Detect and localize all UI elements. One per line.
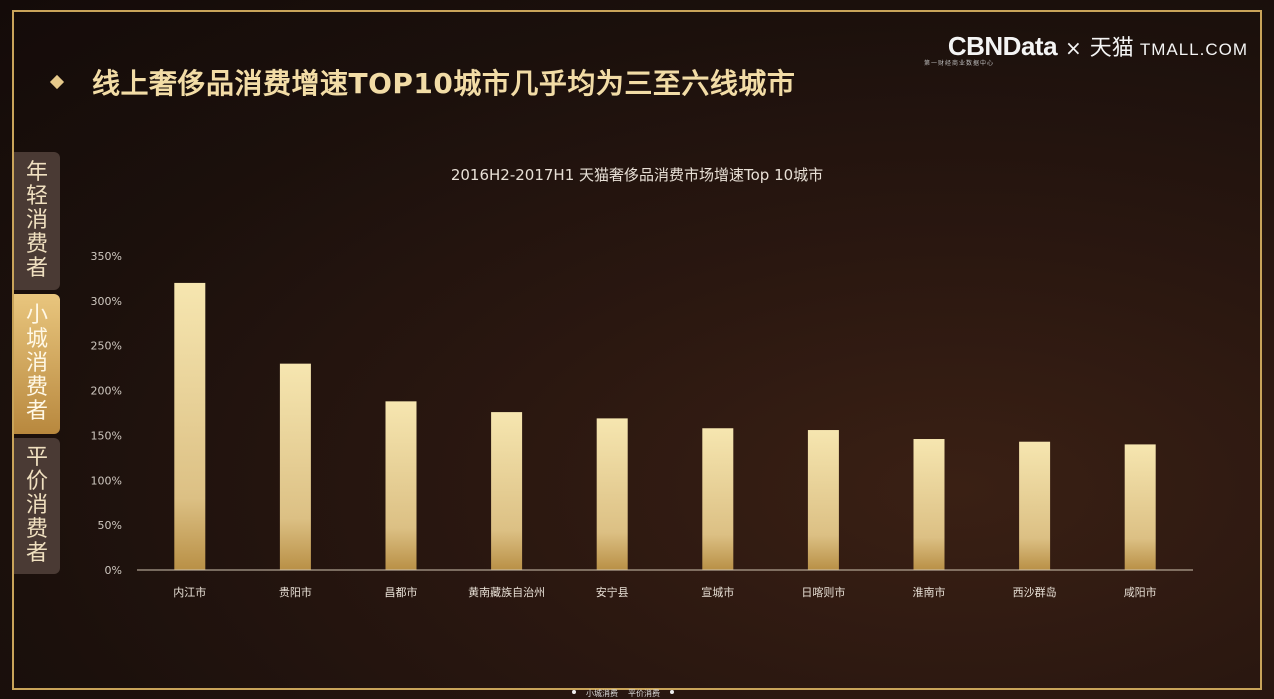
footer-dot-icon — [572, 690, 576, 694]
bar — [807, 430, 839, 570]
tab-small-city-consumers[interactable]: 小城消费者 — [14, 294, 60, 434]
x-tick-label: 宣城市 — [701, 585, 734, 599]
page-title: 线上奢侈品消费增速TOP10城市几乎均为三至六线城市 — [92, 67, 796, 100]
tab-char: 消 — [25, 351, 48, 376]
y-tick-label: 300% — [91, 295, 122, 308]
x-tick-label: 西沙群岛 — [1013, 585, 1057, 599]
y-tick-label: 100% — [91, 474, 122, 487]
chart-title: 2016H2-2017H1 天猫奢侈品消费市场增速Top 10城市 — [450, 166, 824, 184]
tab-char: 消 — [25, 208, 48, 233]
title-row: 线上奢侈品消费增速TOP10城市几乎均为三至六线城市 — [49, 62, 796, 102]
slide-frame — [12, 10, 1262, 690]
brand-tianmao: 天猫 — [1089, 36, 1134, 61]
tab-char: 小 — [25, 303, 48, 328]
tab-char: 价 — [25, 469, 48, 494]
tab-char: 年 — [25, 160, 48, 185]
y-tick-label: 50% — [98, 519, 122, 532]
bar — [913, 439, 945, 570]
brand-cbndata: CBNData — [947, 31, 1058, 61]
bar — [174, 282, 206, 570]
x-tick-label: 黄南藏族自治州 — [468, 585, 545, 599]
footer-left: 小城消费 — [586, 689, 618, 698]
brand-times: × — [1065, 36, 1082, 60]
tab-char: 消 — [25, 493, 48, 518]
tab-char: 费 — [25, 517, 48, 542]
footer-right: 平价消费 — [628, 689, 660, 698]
bar — [1019, 441, 1051, 570]
tab-char: 轻 — [25, 184, 48, 209]
x-tick-label: 贵阳市 — [279, 585, 312, 599]
y-tick-label: 0% — [105, 564, 122, 577]
bar — [279, 363, 311, 570]
tab-char: 费 — [25, 375, 48, 400]
bar — [702, 428, 734, 570]
footer-marks: 小城消费 平价消费 — [572, 688, 674, 699]
y-tick-label: 250% — [91, 340, 122, 353]
tab-char: 者 — [25, 541, 48, 566]
x-tick-label: 昌都市 — [385, 585, 418, 599]
bar — [596, 418, 628, 570]
bar — [1124, 444, 1156, 570]
side-tabs: 年轻消费者 小城消费者 平价消费者 — [14, 152, 60, 578]
tab-char: 城 — [25, 327, 48, 352]
tab-char: 者 — [25, 399, 48, 424]
x-tick-label: 内江市 — [173, 585, 206, 599]
x-tick-label: 淮南市 — [913, 585, 946, 599]
footer-dot-icon — [670, 690, 674, 694]
x-tick-label: 安宁县 — [596, 585, 629, 599]
bar — [491, 412, 523, 570]
tab-char: 费 — [25, 232, 48, 257]
bar — [385, 401, 417, 570]
brand-subtitle: 第一财经商业数据中心 — [924, 60, 995, 67]
y-tick-label: 200% — [91, 385, 122, 398]
tab-budget-consumers[interactable]: 平价消费者 — [14, 438, 60, 574]
x-tick-label: 咸阳市 — [1124, 585, 1157, 599]
tab-char: 平 — [25, 445, 48, 470]
tab-young-consumers[interactable]: 年轻消费者 — [14, 152, 60, 290]
y-tick-label: 150% — [91, 429, 122, 442]
tab-char: 者 — [25, 256, 48, 281]
y-tick-label: 350% — [91, 250, 122, 263]
brand-logo: CBNData × 天猫 TMALL.COM — [948, 30, 1248, 62]
brand-tmall: TMALL.COM — [1139, 40, 1248, 59]
x-tick-label: 日喀则市 — [801, 585, 845, 599]
